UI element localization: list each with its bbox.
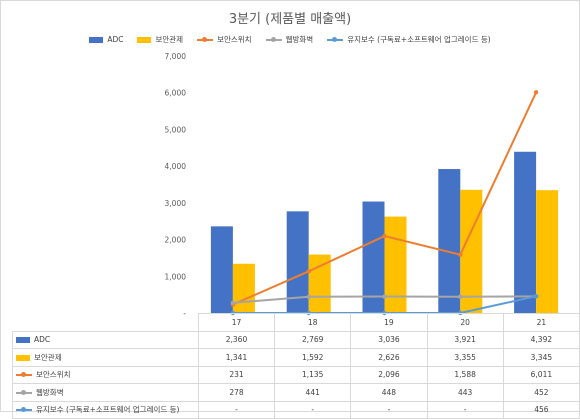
category-label: 17 [197, 313, 276, 332]
security-switch-point-19 [382, 233, 387, 239]
legend-label: 보안관제 [155, 35, 184, 44]
legend-swatch [265, 36, 282, 42]
table-cell: 2,626 [350, 348, 428, 367]
chart-title: 3분기 (제품별 매출액) [228, 12, 352, 27]
table-corner [13, 314, 199, 332]
chart-legend: ADC 보안관제 보안스위치 웹방화벽 유지보수 (구독료+소프트웨어 업그레이드 등) [0, 34, 580, 45]
table-row-label: ADC [12, 330, 199, 349]
series-name: 유지보수 (구독료+소프트웨어 업그레이드 등) [36, 405, 180, 415]
web-firewall-point-18 [306, 294, 311, 300]
bar-security-monitoring-21 [536, 190, 559, 313]
legend-item: 유지보수 (구독료+소프트웨어 업그레이드 등) [327, 34, 491, 45]
legend-label: 보안스위치 [217, 35, 252, 44]
bar-adc-18 [286, 211, 309, 313]
y-tick-label: 3,000 [165, 199, 187, 208]
table-cell: 1,592 [274, 348, 352, 367]
bar-adc-20 [438, 169, 461, 313]
legend-item: 보안관제 [137, 34, 183, 45]
category-label: 21 [502, 313, 580, 332]
series-name: 웹방화벽 [36, 387, 64, 397]
table-key-swatch [16, 354, 30, 361]
category-label: 19 [350, 313, 428, 332]
table-key-swatch [16, 337, 30, 344]
table-row-label: 보안스위치 [12, 365, 199, 384]
bar-adc-21 [514, 151, 537, 313]
y-tick-label: 7,000 [165, 52, 187, 61]
table-header-row: 17 18 19 20 21 [13, 313, 580, 332]
data-table: 17 18 19 20 21 ADC 2,360 2,769 3,036 3,921 4,392 보안… [12, 313, 580, 419]
maintenance-point-21 [533, 294, 539, 299]
table-cell: 1,341 [197, 348, 276, 367]
table-cell: 441 [274, 383, 352, 402]
bar-security-monitoring-20 [460, 189, 483, 313]
table-row: 보안스위치 231 1,135 2,096 1,588 6,011 [12, 365, 580, 384]
table-cell: 3,921 [426, 330, 504, 349]
legend-item: 웹방화벽 [265, 34, 314, 45]
table-row-label: 보안관제 [12, 348, 199, 367]
table-key-swatch [16, 372, 32, 378]
table-cell: 2,769 [274, 330, 352, 349]
table-cell: 4,392 [502, 330, 580, 349]
table-row-label: 유지보수 (구독료+소프트웨어 업그레이드 등) [12, 400, 199, 419]
table-row: ADC 2,360 2,769 3,036 3,921 4,392 [12, 330, 580, 349]
y-tick-label: 6,000 [165, 89, 187, 98]
y-tick-label: 1,000 [165, 272, 187, 281]
legend-swatch [137, 36, 152, 43]
security-switch-point-21 [533, 90, 539, 95]
bar-adc-17 [210, 226, 233, 313]
table-cell: 2,360 [197, 330, 276, 349]
web-firewall-point-20 [458, 294, 463, 299]
legend-swatch [89, 36, 104, 43]
legend-label: 유지보수 (구독료+소프트웨어 업그레이드 등) [347, 35, 491, 44]
bar-security-monitoring-17 [232, 263, 255, 313]
table-cell: - [426, 400, 504, 419]
series-name: ADC [34, 335, 51, 345]
legend-label: ADC [107, 35, 124, 44]
table-key-swatch [16, 407, 32, 413]
security-switch-point-18 [306, 269, 311, 274]
web-firewall-point-17 [230, 300, 236, 305]
legend-swatch [197, 36, 214, 42]
table-row: 보안관제 1,341 1,592 2,626 3,355 3,345 [12, 348, 580, 367]
table-cell: 278 [197, 383, 276, 402]
table-cell: 452 [502, 383, 580, 402]
table-cell: 1,135 [274, 365, 352, 384]
legend-item: ADC [89, 34, 123, 45]
legend-item: 보안스위치 [197, 34, 252, 45]
table-row: 유지보수 (구독료+소프트웨어 업그레이드 등) - - - -456 [12, 400, 580, 419]
y-tick-label: 5,000 [165, 125, 187, 134]
legend-label: 웹방화벽 [285, 35, 314, 44]
bar-adc-19 [362, 201, 385, 313]
table-cell: - [350, 400, 428, 419]
y-tick-label: 2,000 [165, 236, 187, 245]
table-cell: 1,588 [426, 365, 504, 384]
y-tick-label: 4,000 [165, 162, 187, 171]
table-cell: - [274, 400, 352, 419]
legend-swatch [327, 36, 344, 42]
table-cell: 3,036 [350, 330, 428, 349]
table-cell: 2,096 [350, 365, 428, 384]
category-label: 18 [274, 313, 352, 332]
y-tick-label: - [183, 309, 186, 318]
bar-security-monitoring-19 [384, 216, 407, 313]
table-cell: - [197, 400, 276, 419]
table-row: 웹방화벽 278 441 448 443 452 [12, 383, 580, 402]
series-name: 보안스위치 [36, 370, 71, 380]
table-key-swatch [16, 389, 32, 395]
table-cell: 231 [197, 365, 276, 384]
table-cell: 3,355 [426, 348, 504, 367]
table-cell: 456 [502, 400, 580, 419]
category-label: 20 [426, 313, 504, 332]
table-cell: 6,011 [502, 365, 580, 384]
table-cell: 448 [350, 383, 428, 402]
security-switch-point-20 [458, 252, 463, 257]
series-name: 보안관제 [34, 352, 62, 362]
table-cell: 443 [426, 383, 504, 402]
table-cell: 3,345 [502, 348, 580, 367]
web-firewall-point-19 [382, 294, 387, 299]
table-row-label: 웹방화벽 [12, 383, 199, 402]
